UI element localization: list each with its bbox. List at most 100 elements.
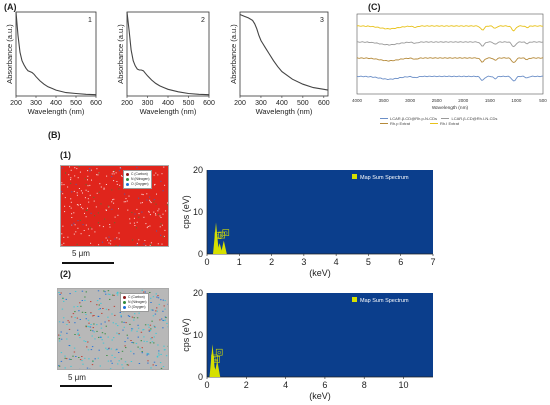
map-pixel <box>69 205 71 207</box>
map-pixel <box>113 337 115 339</box>
map-1-legend-label: C (Carbon) <box>131 172 148 176</box>
scale-bar-2 <box>60 385 112 387</box>
map-pixel <box>87 228 89 230</box>
map-pixel <box>128 195 130 197</box>
map-pixel <box>130 350 132 352</box>
map-pixel <box>64 197 66 199</box>
map-pixel <box>67 186 69 188</box>
map-pixel <box>164 349 166 351</box>
map-pixel <box>105 325 107 327</box>
map-pixel <box>161 224 163 226</box>
map-pixel <box>115 245 117 246</box>
map-pixel <box>133 217 135 219</box>
map-pixel <box>64 367 66 369</box>
x-tick-label: 2 <box>269 257 274 267</box>
map-pixel <box>150 244 152 245</box>
map-pixel <box>148 211 150 213</box>
x-tick-label: 400 <box>162 100 174 107</box>
map-pixel <box>111 201 113 203</box>
map-pixel <box>85 314 87 316</box>
y-axis-label: cps (eV) <box>181 195 191 229</box>
map-pixel <box>149 196 151 198</box>
x-tick-label: 10 <box>399 380 409 390</box>
map-pixel <box>78 357 80 358</box>
map-pixel <box>163 305 165 307</box>
map-pixel <box>111 313 113 315</box>
uv-vis-chart-2: 200 300 400 500 600 Wavelength (nm) Absorbance… <box>116 11 215 116</box>
map-pixel <box>163 166 165 168</box>
map-pixel <box>164 316 167 318</box>
map-pixel <box>162 310 164 312</box>
oxygen-dot-icon <box>126 182 129 186</box>
map-pixel <box>64 357 66 359</box>
map-pixel <box>85 325 87 327</box>
map-pixel <box>121 175 123 177</box>
uv-vis-chart-1: 200 300 400 500 600 Wavelength (nm) Absorbance… <box>5 11 102 116</box>
map-pixel <box>164 319 166 321</box>
map-pixel <box>64 355 66 357</box>
ftir-x-tick-label: 3000 <box>405 98 416 103</box>
map-pixel <box>85 224 87 226</box>
map-pixel <box>101 312 103 314</box>
map-pixel <box>87 170 89 172</box>
map-pixel <box>152 364 154 366</box>
map-pixel <box>98 172 100 174</box>
map-pixel <box>103 290 105 292</box>
map-pixel <box>59 334 62 336</box>
map-pixel <box>135 342 138 344</box>
map-pixel <box>117 214 119 216</box>
ftir-series-line <box>356 41 544 48</box>
map-pixel <box>131 328 134 330</box>
map-pixel <box>80 190 82 192</box>
map-pixel <box>118 232 120 234</box>
x-tick-label: 1 <box>237 257 242 267</box>
map-pixel <box>152 315 155 317</box>
ftir-series-line <box>356 75 544 82</box>
x-tick-label: 200 <box>10 100 22 107</box>
y-tick-label: 10 <box>193 330 203 340</box>
map-pixel <box>89 227 91 229</box>
peak-label: C <box>213 356 217 361</box>
map-pixel <box>124 361 127 363</box>
map-pixel <box>97 357 99 359</box>
map-pixel <box>133 353 135 355</box>
map-2-legend-label: O (Oxygen) <box>128 305 146 309</box>
oxygen-dot-icon <box>123 305 126 309</box>
map-pixel <box>76 317 79 319</box>
map-pixel <box>98 191 100 193</box>
map-pixel <box>102 308 104 309</box>
chart-number: 1 <box>88 17 92 24</box>
map-pixel <box>88 322 90 324</box>
map-pixel <box>164 300 166 302</box>
map-pixel <box>142 329 144 331</box>
map-pixel <box>100 186 102 188</box>
map-pixel <box>141 351 143 353</box>
map-pixel <box>164 308 166 310</box>
map-pixel <box>155 332 157 334</box>
map-pixel <box>88 235 90 237</box>
map-pixel <box>127 209 129 211</box>
map-pixel <box>114 314 116 316</box>
map-pixel <box>68 358 71 360</box>
map-pixel <box>118 360 120 362</box>
map-pixel <box>148 329 150 331</box>
map-pixel <box>156 356 159 358</box>
map-pixel <box>68 321 70 323</box>
map-pixel <box>107 293 110 295</box>
map-pixel <box>58 365 61 367</box>
ftir-legend-item: Rh.I Extrat <box>440 121 459 126</box>
map-pixel <box>104 321 106 323</box>
map-pixel <box>144 324 147 326</box>
chart-number: 3 <box>320 17 324 24</box>
scale-bar-1-label: 5 μm <box>72 249 90 258</box>
map-pixel <box>79 319 81 320</box>
map-pixel <box>115 349 117 351</box>
x-tick-label: 5 <box>366 257 371 267</box>
map-pixel <box>87 349 90 351</box>
map-pixel <box>147 324 149 326</box>
map-pixel <box>104 333 106 335</box>
map-pixel <box>121 175 122 177</box>
ftir-x-tick-label: 1000 <box>511 98 522 103</box>
map-pixel <box>141 211 143 213</box>
map-pixel <box>156 355 159 357</box>
